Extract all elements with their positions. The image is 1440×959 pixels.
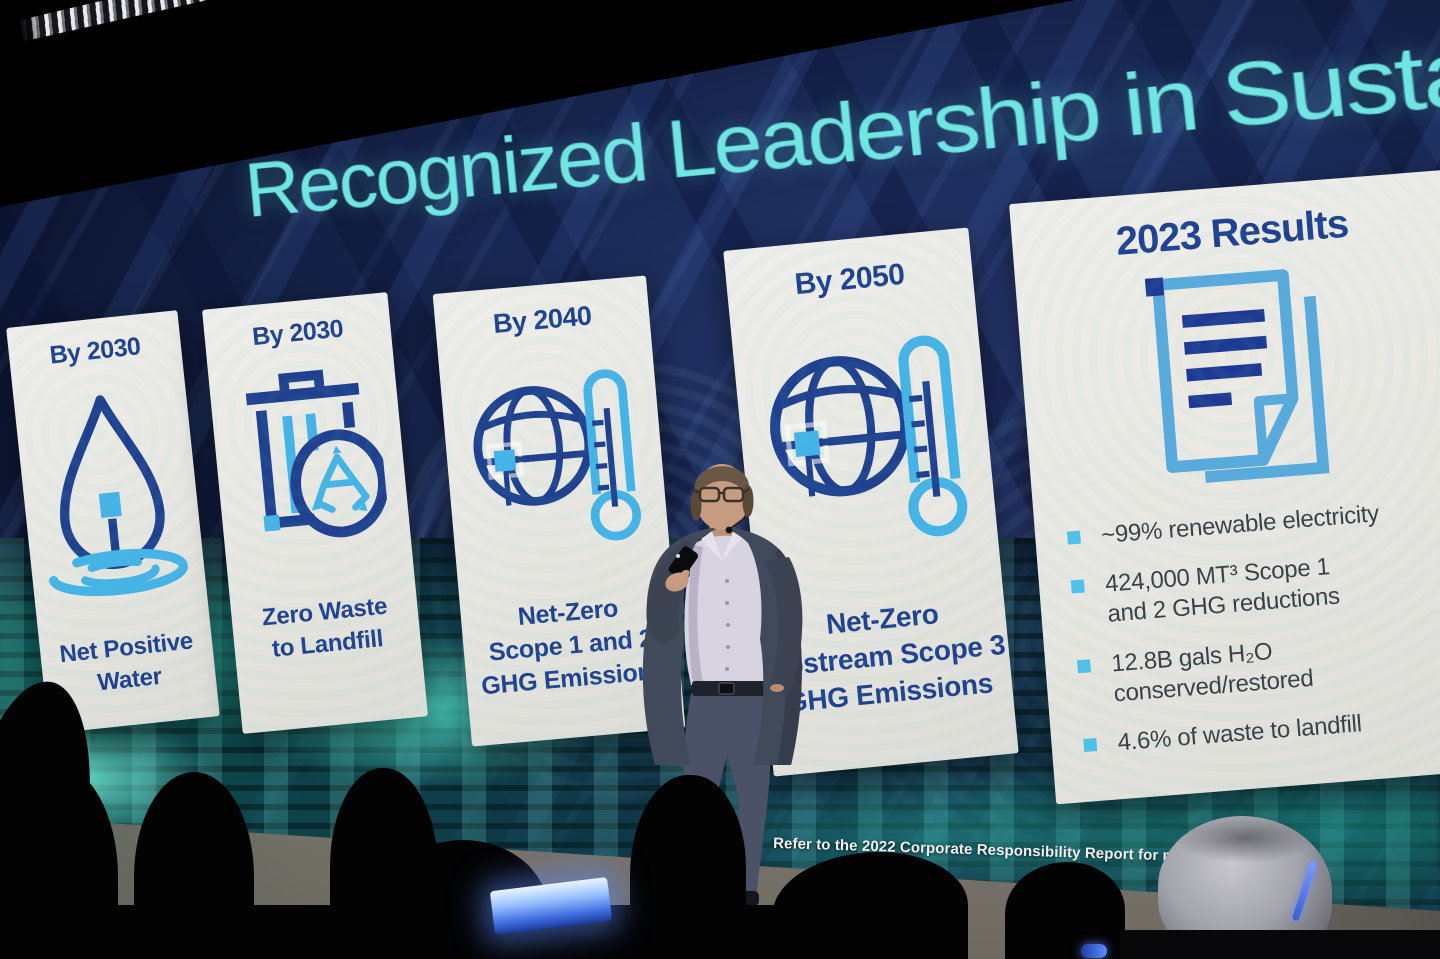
audience-row-silhouette [0, 905, 940, 959]
audience-head [1005, 862, 1125, 959]
ceiling-vent-grille [16, 0, 336, 41]
card-deadline: By 2030 [48, 332, 142, 370]
card-deadline: By 2040 [492, 300, 593, 339]
results-bullet: 424,000 MT³ Scope 1 and 2 GHG reductions [1068, 543, 1440, 634]
audience-silhouette [1120, 930, 1440, 959]
keynote-stage-photo: Recognized Leadership in Sustainable By … [0, 0, 1440, 959]
card-deadline: By 2050 [793, 258, 906, 302]
results-card: 2023 Results ~99% renewable electricity … [1009, 170, 1440, 805]
card-goal-text: Zero Waste to Landfill [261, 591, 392, 666]
results-bullet-list: ~99% renewable electricity 424,000 MT³ S… [1034, 492, 1440, 783]
results-bullet: 4.6% of waste to landfill [1081, 701, 1440, 761]
results-bullet: ~99% renewable electricity [1064, 494, 1440, 554]
card-goal-text: Net Positive Water [58, 625, 198, 702]
results-card-title: 2023 Results [1011, 194, 1440, 273]
report-document-icon [1132, 264, 1355, 503]
waste-bin-recycle-icon [228, 361, 392, 564]
water-drop-ripples-icon [29, 380, 190, 605]
card-deadline: By 2030 [251, 315, 344, 353]
results-bullet: 12.8B gals H₂O conserved/restored [1074, 622, 1440, 713]
